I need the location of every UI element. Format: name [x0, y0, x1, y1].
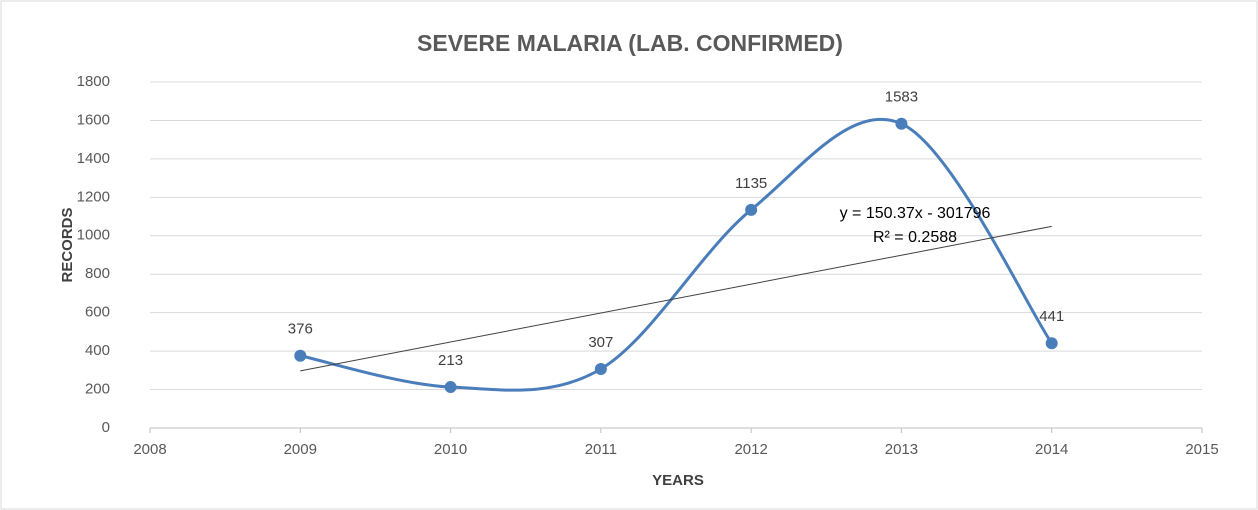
y-axis-title: RECORDS [59, 207, 76, 282]
x-tick-label: 2011 [585, 441, 617, 458]
y-tick-label: 1600 [77, 111, 110, 128]
chart-title: SEVERE MALARIA (LAB. CONFIRMED) [417, 30, 843, 56]
y-tick-label: 200 [85, 381, 110, 398]
x-tick-label: 2013 [885, 441, 918, 458]
y-tick-label: 1200 [77, 188, 110, 205]
data-label: 213 [438, 352, 463, 369]
y-tick-label: 1800 [77, 73, 110, 90]
x-tick-label: 2010 [434, 441, 467, 458]
trendline-equation: y = 150.37x - 301796 [840, 205, 991, 222]
data-label: 1583 [885, 89, 918, 106]
data-label: 1135 [735, 175, 767, 192]
data-label: 441 [1039, 308, 1064, 325]
data-point [294, 349, 307, 362]
x-tick-label: 2008 [133, 441, 166, 458]
x-tick-label: 2009 [284, 441, 317, 458]
x-axis-title: YEARS [652, 472, 704, 489]
data-point [1045, 337, 1058, 350]
y-tick-label: 1000 [77, 227, 110, 244]
y-tick-label: 400 [85, 342, 110, 359]
x-tick-label: 2015 [1185, 441, 1218, 458]
y-tick-label: 1400 [77, 150, 110, 167]
data-point [745, 203, 758, 216]
y-tick-label: 600 [85, 304, 110, 321]
data-point [444, 381, 457, 394]
trendline-r2: R² = 0.2588 [873, 229, 957, 246]
x-tick-label: 2012 [734, 441, 767, 458]
data-point [895, 117, 908, 130]
trendline [300, 225, 1052, 372]
x-tick-label: 2014 [1035, 441, 1068, 458]
data-label: 307 [588, 334, 613, 351]
data-point [594, 362, 607, 375]
y-tick-label: 0 [102, 419, 110, 436]
y-tick-label: 800 [85, 265, 110, 282]
data-label: 376 [288, 321, 313, 338]
